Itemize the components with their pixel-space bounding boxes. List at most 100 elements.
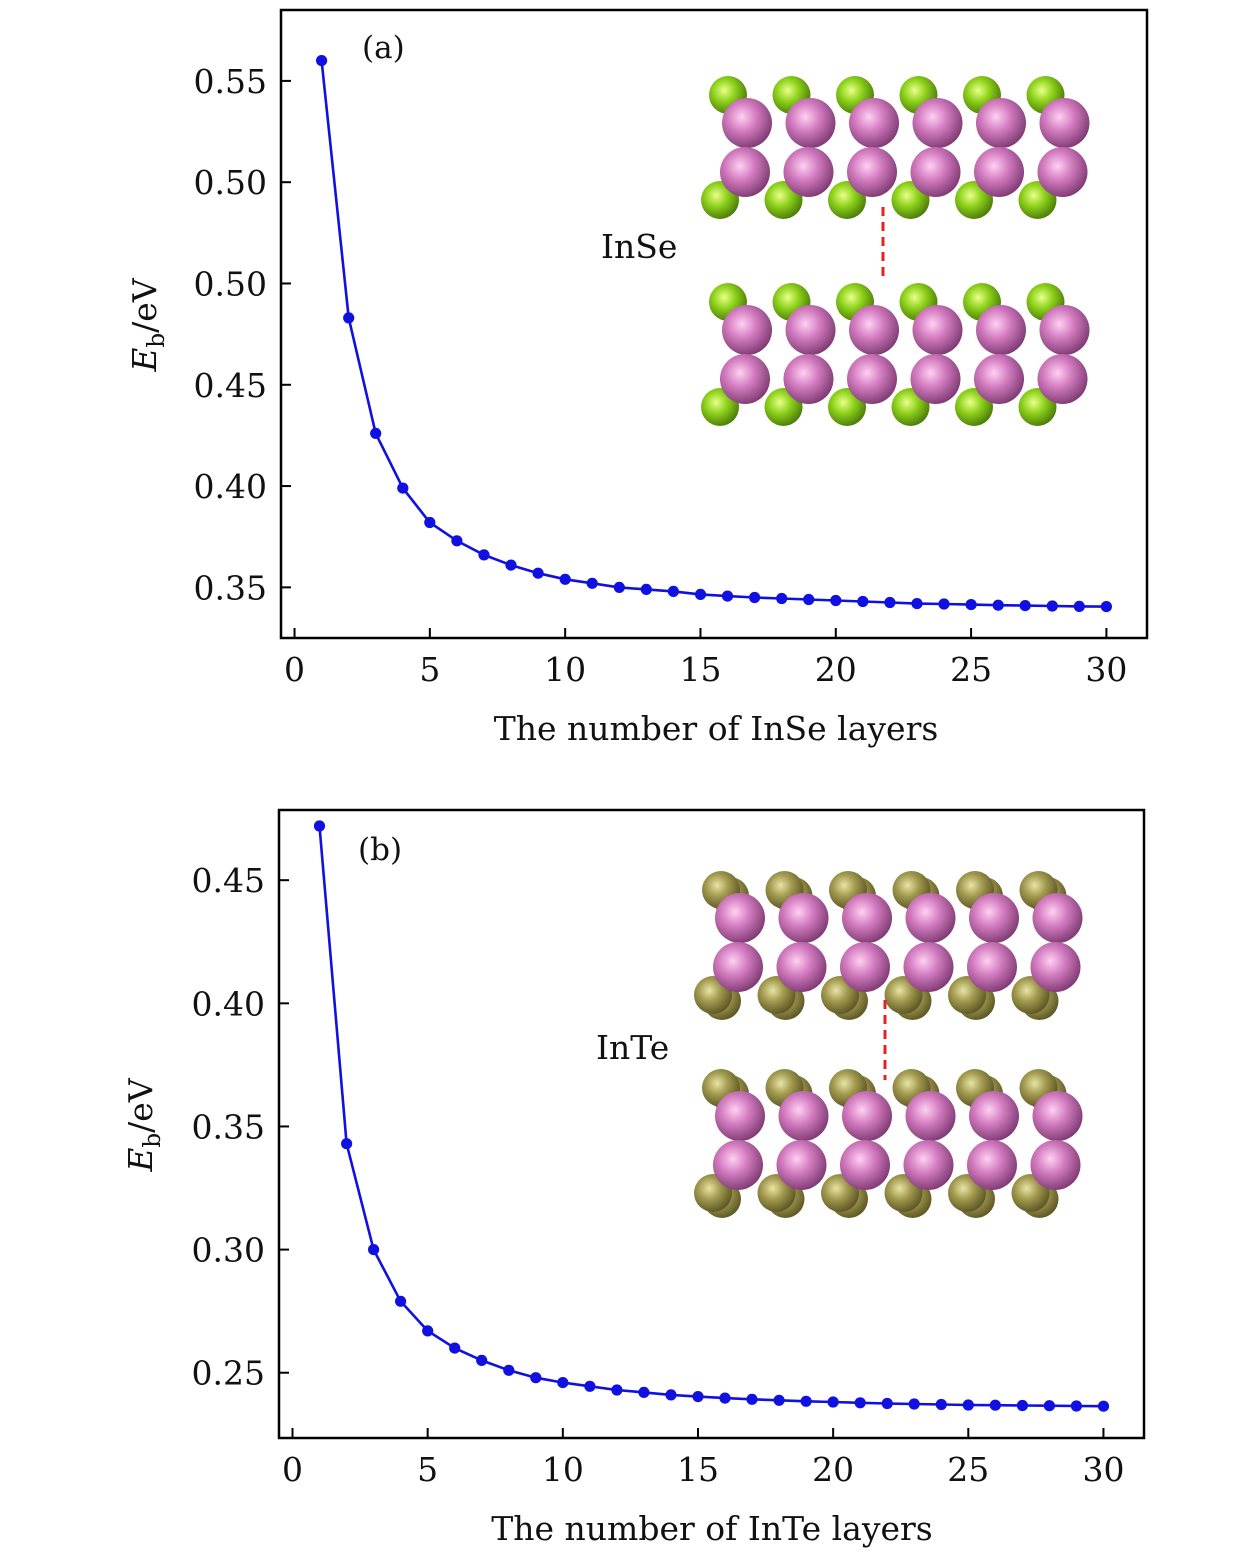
panel-a-data-point <box>343 312 355 324</box>
panel-b-data-point <box>1070 1400 1082 1412</box>
in-atom <box>903 1140 954 1190</box>
panel-b-inset-lower-layer <box>694 1069 1083 1218</box>
panel-b-data-point <box>584 1380 596 1392</box>
panel-b-data-point <box>1016 1399 1028 1412</box>
in-atom <box>1032 893 1083 943</box>
panel-b-data-point <box>341 1138 353 1150</box>
panel-b-data-point <box>665 1389 677 1401</box>
in-atom <box>905 893 956 943</box>
panel-a-y-tick-label: 0.45 <box>194 366 267 405</box>
panel-a-data-point <box>884 596 896 609</box>
panel-b-y-tick-label: 0.45 <box>192 861 265 900</box>
in-atom <box>912 305 963 355</box>
panel-b-y-axis-label: Eb/eV <box>121 1077 166 1172</box>
panel-b-data-point <box>773 1394 785 1406</box>
panel-b-x-tick-label: 10 <box>542 1450 584 1489</box>
panel-a-data-point <box>830 594 842 607</box>
panel-b-chart: 0 5 10 15 20 25 30 0.25 0.30 0.35 0.40 0.45 (b) In… <box>121 808 1146 1548</box>
panel-b-x-tick-label: 5 <box>417 1450 438 1489</box>
panel-b-data-point <box>476 1354 488 1366</box>
panel-a-inset-upper-layer <box>701 76 1090 219</box>
panel-b-inset-label: InTe <box>596 1028 669 1067</box>
panel-b-data-point <box>827 1396 839 1408</box>
panel-a-data-point <box>613 581 625 594</box>
panel-b-structure-inset <box>694 871 1083 1218</box>
panel-a-y-label-sub: b <box>144 333 170 348</box>
panel-a-data-point <box>505 559 517 571</box>
in-atom <box>969 893 1019 943</box>
in-atom <box>785 98 836 148</box>
panel-b-markers <box>313 820 1110 1412</box>
panel-b-data-point <box>1043 1400 1055 1412</box>
panel-a-data-point <box>749 591 761 604</box>
in-atom <box>713 942 763 992</box>
panel-a-data-point <box>397 482 409 494</box>
panel-b-data-point <box>746 1393 758 1405</box>
in-atom <box>1037 147 1088 197</box>
panel-b-data-point <box>719 1392 731 1404</box>
in-atom <box>1032 1091 1083 1141</box>
in-atom <box>976 305 1026 355</box>
in-atom <box>722 98 772 148</box>
in-atom <box>722 305 772 355</box>
panel-a-x-tick-label: 5 <box>419 650 440 689</box>
panel-a-y-label-unit: /eV <box>125 277 164 333</box>
panel-b-data-point <box>530 1372 542 1384</box>
panel-b-data-point <box>368 1244 380 1256</box>
panel-b-data-point <box>989 1399 1001 1411</box>
in-atom <box>1039 305 1090 355</box>
panel-a-data-point <box>1019 600 1031 612</box>
in-atom <box>1030 942 1081 992</box>
in-atom <box>910 147 961 197</box>
in-atom <box>776 942 827 992</box>
panel-a-x-tick-label: 20 <box>815 650 857 689</box>
panel-a-data-point <box>532 567 544 579</box>
panel-a-data-point <box>1046 600 1058 612</box>
panel-a-data-point <box>586 577 598 589</box>
panel-b-data-point <box>1097 1400 1110 1412</box>
panel-a-data-point <box>911 598 923 610</box>
in-atom <box>912 98 963 148</box>
in-atom <box>847 147 897 197</box>
panel-b-data-point <box>395 1295 407 1307</box>
panel-b-data-point <box>962 1399 974 1411</box>
in-atom <box>847 354 897 404</box>
panel-b-data-point <box>503 1364 515 1376</box>
panel-a-y-ticks: 0.350.400.450.500.500.550.60 <box>194 62 291 607</box>
panel-a-x-axis-label: The number of InSe layers <box>494 709 939 748</box>
panel-a-data-point <box>424 516 436 529</box>
panel-b-y-label-sub: b <box>140 1133 166 1148</box>
panel-b-x-tick-label: 15 <box>677 1450 719 1489</box>
panel-a-x-ticks: 0 5 10 15 20 25 30 <box>284 628 1127 689</box>
panel-b-x-tick-label: 20 <box>812 1450 854 1489</box>
panel-b-y-tick-label: 0.40 <box>192 984 265 1023</box>
panel-a-data-point <box>857 595 869 608</box>
panel-a-data-point <box>316 55 328 67</box>
in-atom <box>715 1091 765 1141</box>
in-atom <box>1037 354 1088 404</box>
panel-a-plot-frame <box>279 8 1149 640</box>
panel-a-structure-inset <box>701 76 1090 426</box>
panel-b-data-point <box>557 1377 569 1389</box>
in-atom <box>969 1091 1019 1141</box>
panel-b-data-point <box>692 1391 704 1403</box>
panel-a-data-point <box>694 588 707 601</box>
in-atom <box>720 354 770 404</box>
panel-b-inset-upper-layer <box>694 871 1083 1020</box>
panel-b-x-ticks: 0 5 10 15 20 25 30 <box>282 1428 1124 1489</box>
in-atom <box>974 147 1024 197</box>
panel-a-data-point <box>370 427 382 439</box>
in-atom <box>785 305 836 355</box>
in-atom <box>720 147 770 197</box>
panel-b-data-point <box>638 1386 650 1398</box>
panel-a-markers <box>316 55 1112 613</box>
in-atom <box>842 1091 892 1141</box>
in-atom <box>1030 1140 1081 1190</box>
in-atom <box>905 1091 956 1141</box>
panel-b-tag: (b) <box>358 832 402 868</box>
panel-b-data-point <box>422 1325 434 1337</box>
panel-b-x-tick-label: 25 <box>947 1450 989 1489</box>
in-atom <box>783 147 834 197</box>
panel-b-data-point <box>611 1384 623 1396</box>
